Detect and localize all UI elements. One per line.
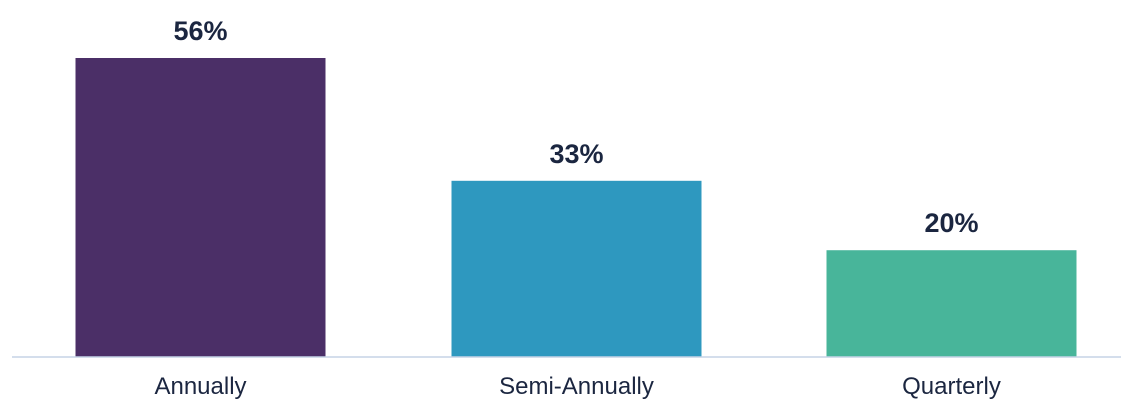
bars-layer — [75, 58, 1077, 357]
category-label-quarterly: Quarterly — [902, 373, 1001, 400]
category-label-semi-annually: Semi-Annually — [499, 373, 654, 400]
labels-layer: 56% Annually 33% Semi-Annually 20% Quarterly — [154, 16, 1000, 400]
category-label-annually: Annually — [154, 373, 246, 400]
bar-quarterly — [826, 250, 1077, 357]
bar-annually — [75, 58, 326, 357]
bar-semi-annually — [451, 180, 702, 357]
value-label-annually: 56% — [173, 16, 227, 46]
value-label-semi-annually: 33% — [549, 139, 603, 169]
value-label-quarterly: 20% — [924, 208, 978, 238]
